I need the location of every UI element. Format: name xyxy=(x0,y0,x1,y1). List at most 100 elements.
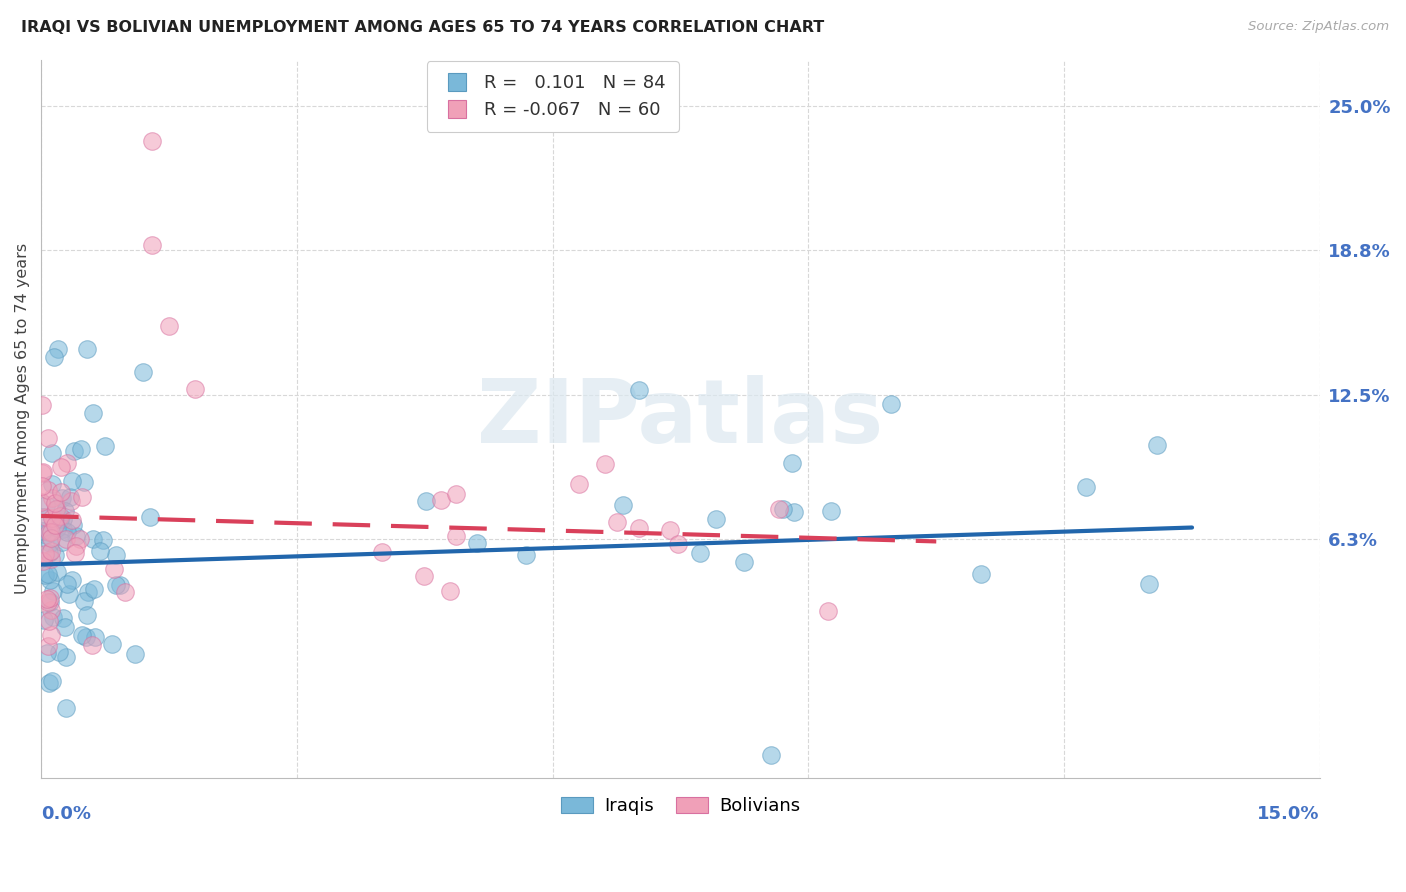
Point xyxy=(820,504,842,518)
Point xyxy=(44,502,66,516)
Point xyxy=(37,567,59,582)
Point xyxy=(772,501,794,516)
Point xyxy=(183,382,205,396)
Point xyxy=(782,457,804,471)
Point xyxy=(75,630,97,644)
Text: 15.0%: 15.0% xyxy=(1257,805,1320,823)
Point xyxy=(132,365,155,379)
Point xyxy=(31,479,53,493)
Point xyxy=(1137,577,1160,591)
Point xyxy=(49,460,72,475)
Point xyxy=(105,548,128,562)
Point xyxy=(63,444,86,458)
Point xyxy=(515,549,537,563)
Point xyxy=(37,592,59,607)
Point xyxy=(101,637,124,651)
Point xyxy=(444,487,467,501)
Point xyxy=(38,524,60,539)
Point xyxy=(46,342,69,356)
Point xyxy=(65,539,87,553)
Point xyxy=(444,528,467,542)
Point xyxy=(63,545,86,559)
Point xyxy=(35,509,58,524)
Point xyxy=(38,536,60,550)
Point xyxy=(83,630,105,644)
Point xyxy=(39,531,62,545)
Point xyxy=(77,585,100,599)
Point xyxy=(55,576,77,591)
Point xyxy=(31,509,53,524)
Point xyxy=(38,676,60,690)
Text: 0.0%: 0.0% xyxy=(41,805,91,823)
Point xyxy=(60,474,83,488)
Point xyxy=(141,134,163,148)
Point xyxy=(37,431,59,445)
Point xyxy=(72,594,94,608)
Point xyxy=(371,544,394,558)
Point xyxy=(627,383,650,397)
Point xyxy=(49,508,72,523)
Point xyxy=(49,484,72,499)
Point xyxy=(41,673,63,688)
Point xyxy=(593,457,616,471)
Point xyxy=(659,523,682,537)
Point xyxy=(108,578,131,592)
Point xyxy=(34,547,56,561)
Point xyxy=(49,512,72,526)
Point xyxy=(606,515,628,529)
Point xyxy=(55,649,77,664)
Point xyxy=(103,561,125,575)
Point xyxy=(51,522,73,536)
Point xyxy=(58,587,80,601)
Point xyxy=(37,595,59,609)
Point xyxy=(430,492,453,507)
Point xyxy=(969,567,991,582)
Point xyxy=(41,446,63,460)
Point xyxy=(52,611,75,625)
Point xyxy=(38,595,60,609)
Point xyxy=(413,569,436,583)
Point xyxy=(689,546,711,560)
Text: IRAQI VS BOLIVIAN UNEMPLOYMENT AMONG AGES 65 TO 74 YEARS CORRELATION CHART: IRAQI VS BOLIVIAN UNEMPLOYMENT AMONG AGE… xyxy=(21,20,824,35)
Point xyxy=(628,521,651,535)
Point xyxy=(70,491,93,505)
Point xyxy=(55,456,77,470)
Point xyxy=(880,397,903,411)
Point xyxy=(1146,438,1168,452)
Point xyxy=(139,510,162,524)
Point xyxy=(439,584,461,599)
Point xyxy=(65,529,87,543)
Point xyxy=(42,513,65,527)
Point xyxy=(39,591,62,606)
Point xyxy=(41,491,63,506)
Point xyxy=(782,505,804,519)
Point xyxy=(32,553,55,567)
Point xyxy=(70,628,93,642)
Point xyxy=(70,442,93,457)
Point xyxy=(62,513,84,527)
Point xyxy=(704,512,727,526)
Point xyxy=(612,499,634,513)
Point xyxy=(666,537,689,551)
Point xyxy=(817,604,839,618)
Point xyxy=(44,548,66,562)
Point xyxy=(759,747,782,762)
Point xyxy=(35,646,58,660)
Point xyxy=(59,493,82,508)
Point xyxy=(73,475,96,489)
Point xyxy=(124,647,146,661)
Point xyxy=(55,700,77,714)
Point xyxy=(51,491,73,506)
Point xyxy=(38,614,60,628)
Point xyxy=(31,466,53,480)
Point xyxy=(45,501,67,516)
Point xyxy=(38,546,60,560)
Point xyxy=(82,532,104,546)
Point xyxy=(34,498,56,512)
Point xyxy=(34,567,56,582)
Point xyxy=(44,517,66,532)
Point xyxy=(32,613,55,627)
Point xyxy=(82,406,104,420)
Point xyxy=(82,639,104,653)
Point xyxy=(83,582,105,596)
